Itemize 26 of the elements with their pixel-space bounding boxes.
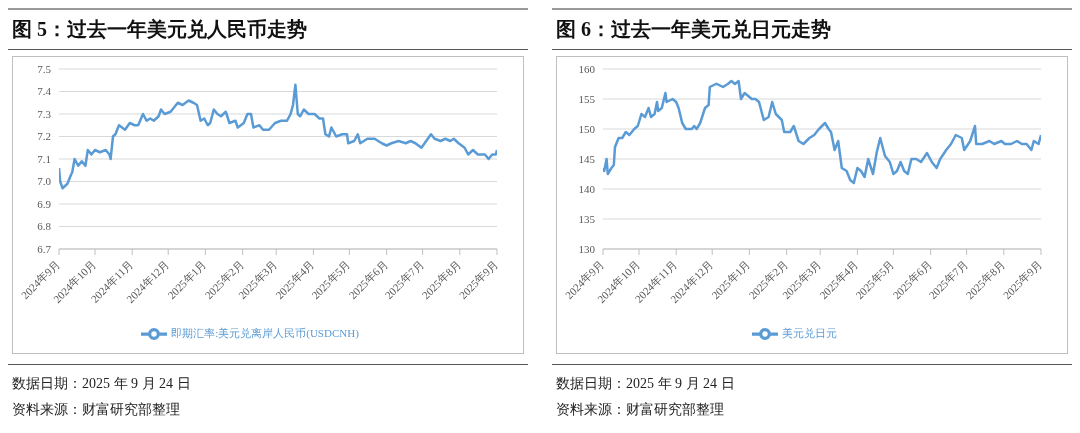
y-tick-label: 7.0 <box>37 175 52 188</box>
chart-title: 图 6：过去一年美元兑日元走势 <box>552 8 1072 50</box>
text: 资料来源：财富研究部整理 <box>556 401 725 419</box>
y-tick-label: 7.2 <box>37 130 51 143</box>
text: 资料来源：财富研究部整理 <box>12 401 181 419</box>
chart-title: 图 5：过去一年美元兑人民币走势 <box>8 8 528 50</box>
text: 数据日期：2025 年 9 月 24 日 <box>12 375 192 393</box>
y-tick-label: 150 <box>578 122 596 135</box>
legend-label: 即期汇率:美元兑离岸人民币(USDCNH) <box>171 326 359 339</box>
text: 数据日期：2025 年 9 月 24 日 <box>556 375 736 393</box>
y-tick-label: 7.4 <box>37 85 52 98</box>
line-series <box>603 79 1041 185</box>
y-tick-label: 135 <box>578 212 596 225</box>
y-tick-label: 6.9 <box>37 197 52 210</box>
y-tick-label: 7.5 <box>37 62 52 75</box>
y-tick-label: 160 <box>578 62 596 75</box>
y-tick-label: 155 <box>578 92 596 105</box>
y-tick-label: 130 <box>578 242 596 255</box>
y-tick-label: 7.3 <box>37 107 52 120</box>
y-tick-label: 6.8 <box>37 220 52 233</box>
line-series <box>59 83 497 190</box>
legend-label: 美元兑日元 <box>781 326 837 339</box>
y-tick-label: 6.7 <box>37 242 52 255</box>
y-tick-label: 7.1 <box>37 152 51 165</box>
y-tick-label: 145 <box>578 152 596 165</box>
y-tick-label: 140 <box>578 182 596 195</box>
